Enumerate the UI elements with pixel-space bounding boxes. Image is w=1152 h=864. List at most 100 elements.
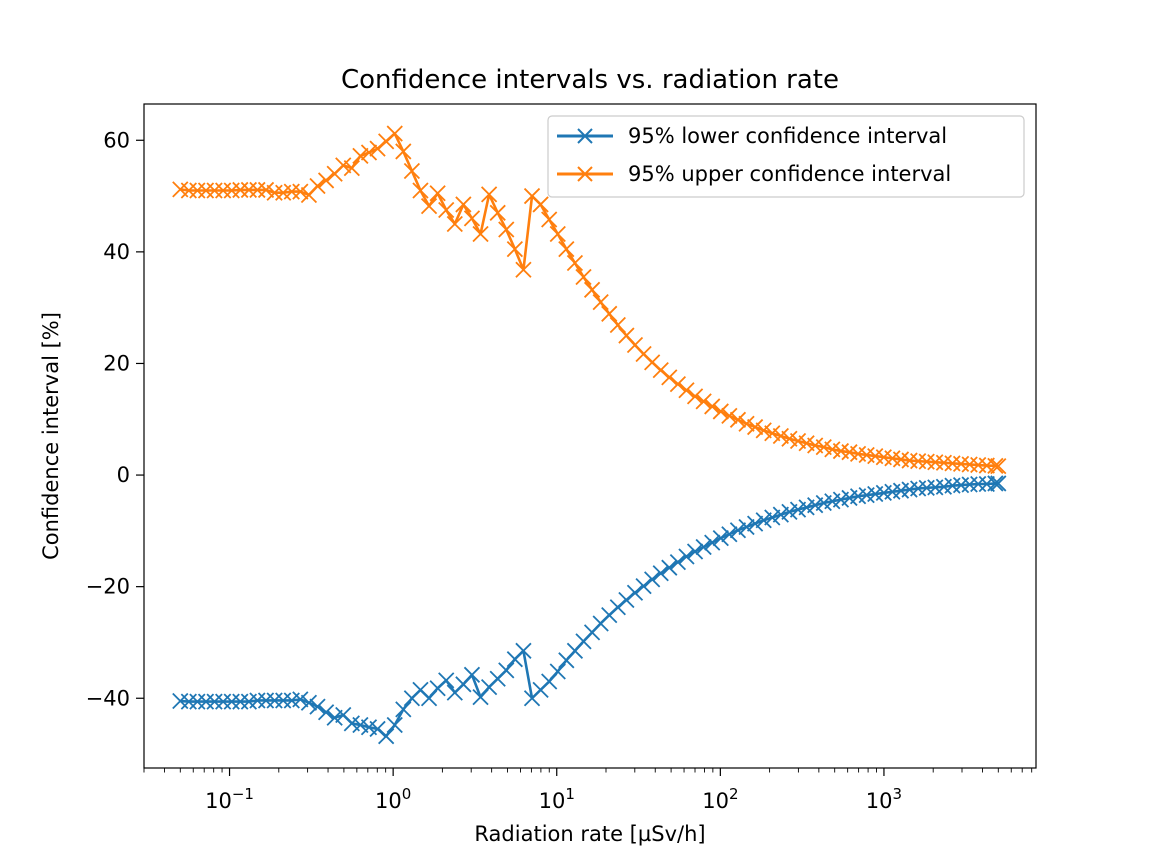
data-point-marker <box>369 140 386 157</box>
data-point-marker <box>240 181 258 199</box>
data-point-marker <box>635 577 652 595</box>
data-point-marker <box>395 143 412 160</box>
legend-marker-lower <box>577 128 593 144</box>
data-point-marker <box>618 591 635 609</box>
x-tick-exponent: 2 <box>729 785 739 803</box>
x-tick-base: 10 <box>205 789 232 813</box>
data-point-marker <box>249 181 266 199</box>
data-point-marker <box>686 543 704 560</box>
data-point-marker <box>223 693 240 710</box>
x-tick-base: 10 <box>375 789 402 813</box>
y-axis-label: Confidence interval [%] <box>39 312 63 560</box>
x-axis-ticks: 10−1 100 101 102 103 <box>143 768 1033 813</box>
data-point-marker <box>746 418 764 436</box>
x-tick-exponent: 0 <box>402 785 412 803</box>
data-point-marker <box>661 559 678 576</box>
data-point-marker <box>369 720 386 738</box>
data-point-marker <box>729 411 747 428</box>
data-point-marker <box>257 692 275 709</box>
y-tick-label: 0 <box>117 463 130 487</box>
data-point-marker <box>309 698 326 715</box>
y-tick-label: −20 <box>86 575 130 599</box>
data-point-marker <box>317 704 335 721</box>
data-point-marker <box>498 221 515 238</box>
data-point-marker <box>738 415 755 432</box>
data-point-marker <box>206 693 223 710</box>
data-point-marker <box>326 709 343 726</box>
data-point-marker <box>541 673 558 690</box>
data-point-marker <box>206 182 223 199</box>
data-point-marker <box>712 529 729 547</box>
data-point-marker <box>343 160 360 177</box>
data-point-marker <box>695 538 712 556</box>
data-point-marker <box>489 204 506 221</box>
x-tick-base: 10 <box>866 789 893 813</box>
data-point-marker <box>729 522 747 539</box>
x-tick-label: 100 <box>375 785 411 813</box>
data-point-marker <box>549 225 566 243</box>
data-point-marker <box>669 553 687 571</box>
data-point-marker <box>292 691 309 708</box>
data-point-marker <box>601 305 618 322</box>
data-point-marker <box>755 512 772 529</box>
data-point-marker <box>987 457 1004 474</box>
data-point-marker <box>772 427 789 445</box>
data-point-marker <box>772 506 789 523</box>
data-point-marker <box>232 693 249 710</box>
data-point-marker <box>420 690 438 707</box>
data-point-marker <box>197 182 215 199</box>
data-point-marker <box>386 716 403 734</box>
data-point-marker <box>438 201 455 219</box>
data-point-marker <box>990 475 1007 492</box>
x-tick-exponent: −1 <box>232 785 254 803</box>
legend: 95% lower confidence interval 95% upper … <box>547 115 1025 198</box>
x-tick-label: 101 <box>539 785 575 813</box>
data-point-marker <box>455 196 472 213</box>
data-point-marker <box>300 694 318 711</box>
data-point-marker <box>292 183 309 200</box>
data-point-marker <box>189 693 206 710</box>
data-point-marker <box>275 692 292 709</box>
data-point-marker <box>712 403 729 420</box>
data-point-marker <box>506 240 523 258</box>
data-point-marker <box>412 182 429 199</box>
series-layer <box>172 125 1007 745</box>
y-tick-label: −40 <box>86 686 130 710</box>
data-point-marker <box>764 509 781 526</box>
data-point-marker <box>704 398 721 415</box>
y-tick-label: 60 <box>103 128 130 152</box>
data-point-marker <box>515 261 532 278</box>
data-point-marker <box>420 197 438 215</box>
data-point-marker <box>472 688 489 706</box>
data-point-marker <box>429 185 446 202</box>
data-point-marker <box>583 281 601 298</box>
data-point-marker <box>644 571 661 588</box>
data-point-marker <box>446 215 463 233</box>
data-point-marker <box>317 172 335 189</box>
data-point-marker <box>309 177 326 195</box>
data-point-marker <box>395 701 412 718</box>
data-point-marker <box>480 186 498 203</box>
data-point-marker <box>575 268 592 286</box>
data-point-marker <box>661 369 678 386</box>
data-point-marker <box>215 182 232 199</box>
data-point-marker <box>515 642 532 659</box>
data-point-marker <box>257 181 275 199</box>
x-tick-exponent: 3 <box>893 785 903 803</box>
data-point-marker <box>463 210 481 227</box>
data-point-marker <box>609 599 626 616</box>
data-point-marker <box>352 147 369 165</box>
data-point-marker <box>652 565 669 582</box>
data-point-marker <box>755 422 772 439</box>
data-point-marker <box>498 662 515 679</box>
data-point-marker <box>463 666 481 683</box>
legend-marker-upper <box>577 166 593 182</box>
data-point-marker <box>180 182 197 199</box>
data-point-marker <box>609 316 626 334</box>
data-point-marker <box>266 184 283 201</box>
x-tick-base: 10 <box>702 789 729 813</box>
data-point-marker <box>669 375 687 393</box>
data-point-marker <box>626 584 644 601</box>
data-point-marker <box>704 534 721 551</box>
data-point-marker <box>549 663 566 680</box>
